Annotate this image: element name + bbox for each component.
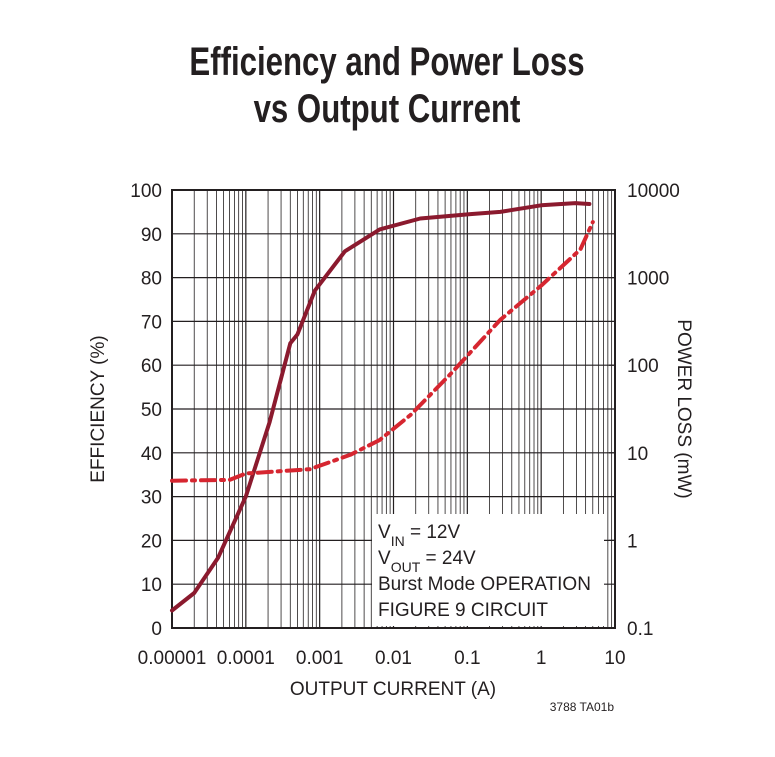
- y-axis-label: EFFICIENCY (%): [88, 335, 109, 482]
- x-tick-label: 0.00001: [138, 648, 207, 669]
- y-tick-label: 70: [141, 312, 162, 333]
- y-tick-label: 90: [141, 225, 162, 246]
- x-tick-label: 10: [604, 648, 625, 669]
- y-tick-label: 60: [141, 356, 162, 377]
- y2-tick-label: 0.1: [627, 619, 653, 640]
- y-tick-label: 0: [151, 619, 162, 640]
- series-line: [170, 201, 592, 613]
- annotation-part: V: [378, 522, 391, 543]
- annotation-part: Burst Mode OPERATION: [378, 574, 591, 595]
- x-tick-label: 1: [536, 648, 547, 669]
- chart-title: vs Output Current: [254, 86, 521, 131]
- x-tick-label: 0.01: [375, 648, 412, 669]
- y-tick-label: 20: [141, 531, 162, 552]
- annotation-box: [372, 514, 604, 626]
- chart-title: Efficiency and Power Loss: [189, 39, 584, 84]
- annotation: FIGURE 9 CIRCUIT: [378, 600, 548, 621]
- annotation: Burst Mode OPERATION: [378, 574, 591, 595]
- x-tick-label: 0.1: [454, 648, 480, 669]
- annotation: VOUT = 24V: [378, 548, 476, 575]
- annotation-part: V: [378, 548, 391, 569]
- y2-tick-label: 10: [627, 444, 648, 465]
- y2-tick-label: 100: [627, 356, 659, 377]
- y-tick-label: 30: [141, 488, 162, 509]
- y-tick-label: 10: [141, 575, 162, 596]
- y-tick-label: 50: [141, 400, 162, 421]
- x-axis-label: OUTPUT CURRENT (A): [290, 679, 496, 700]
- y2-tick-label: 1000: [627, 269, 669, 290]
- y2-tick-label: 1: [627, 531, 638, 552]
- y-tick-label: 40: [141, 444, 162, 465]
- x-tick-label: 0.001: [296, 648, 344, 669]
- x-tick-label: 0.0001: [217, 648, 275, 669]
- y2-axis-label: POWER LOSS (mW): [673, 319, 694, 498]
- annotation-part: IN: [391, 533, 405, 549]
- annotation: VIN = 12V: [378, 522, 460, 549]
- y-tick-label: 100: [130, 181, 162, 202]
- annotation-part: = 24V: [420, 548, 476, 569]
- y2-tick-label: 10000: [627, 181, 680, 202]
- footnote: 3788 TA01b: [550, 700, 615, 714]
- annotation-part: FIGURE 9 CIRCUIT: [378, 600, 548, 621]
- annotation-part: = 12V: [405, 522, 461, 543]
- annotation-part: OUT: [391, 559, 421, 575]
- plot-frame: [171, 189, 616, 629]
- y-tick-label: 80: [141, 269, 162, 290]
- series-line: [170, 220, 595, 483]
